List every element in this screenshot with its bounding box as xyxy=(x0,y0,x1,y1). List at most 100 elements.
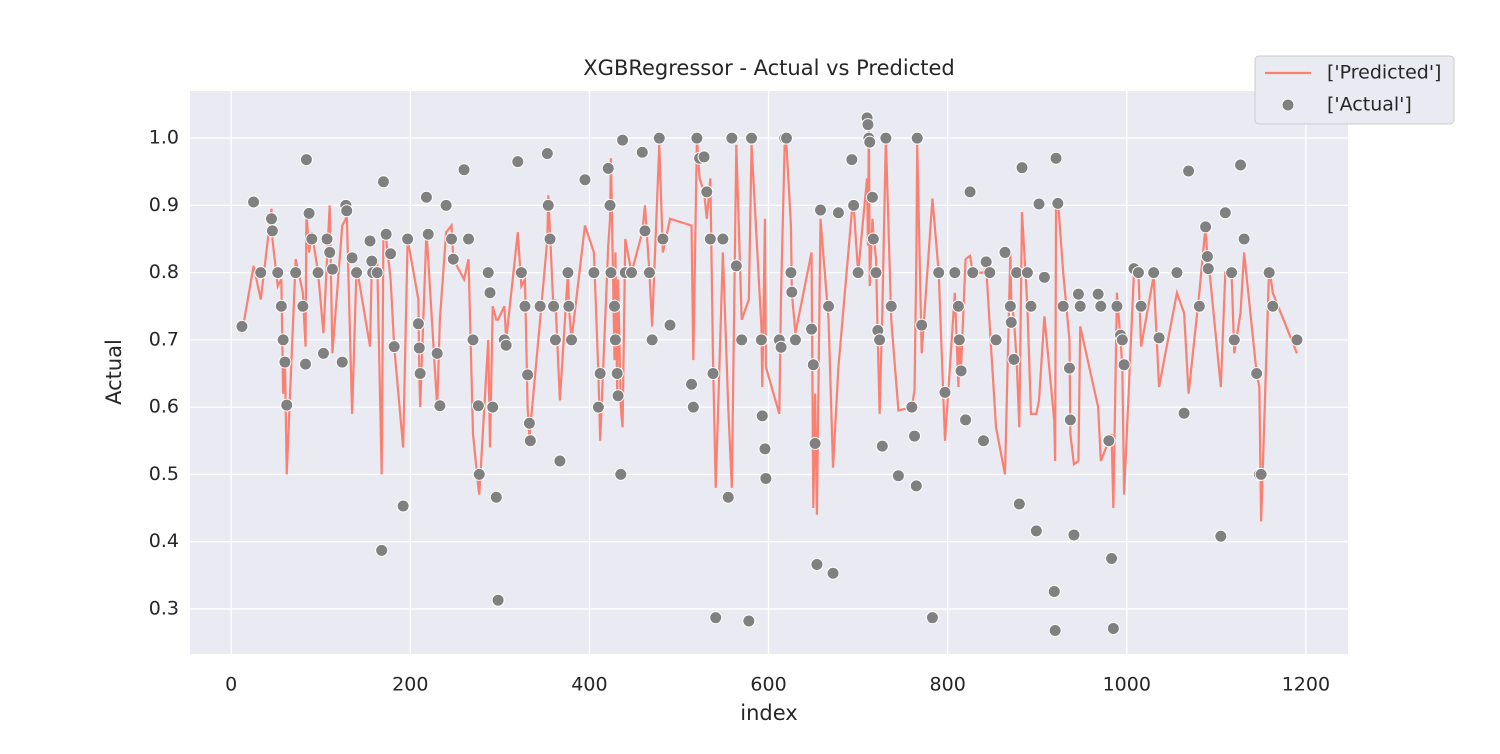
actual-point xyxy=(952,333,966,347)
actual-point xyxy=(264,212,278,226)
actual-point xyxy=(729,259,743,273)
actual-point xyxy=(411,317,425,331)
actual-point xyxy=(1063,413,1077,427)
actual-point xyxy=(932,266,946,280)
actual-point xyxy=(1105,551,1119,565)
actual-point xyxy=(891,469,905,483)
actual-point xyxy=(1134,299,1148,313)
actual-point xyxy=(1266,299,1280,313)
actual-point xyxy=(466,333,480,347)
actual-point xyxy=(305,232,319,246)
actual-point xyxy=(1003,299,1017,313)
actual-point xyxy=(1201,262,1215,276)
actual-point xyxy=(276,333,290,347)
y-tick-label: 0.6 xyxy=(149,396,179,418)
actual-point xyxy=(1007,352,1021,366)
actual-point xyxy=(1020,266,1034,280)
actual-point xyxy=(472,467,486,481)
actual-point xyxy=(721,490,735,504)
actual-point xyxy=(1049,151,1063,165)
actual-point xyxy=(1029,524,1043,538)
actual-point xyxy=(759,471,773,485)
actual-point xyxy=(1056,299,1070,313)
actual-point xyxy=(299,357,313,371)
actual-point xyxy=(963,185,977,199)
actual-point xyxy=(547,299,561,313)
actual-point xyxy=(709,611,723,625)
actual-point xyxy=(642,266,656,280)
actual-point xyxy=(591,400,605,414)
actual-point xyxy=(875,439,889,453)
actual-point xyxy=(706,367,720,381)
actual-point xyxy=(1012,497,1026,511)
actual-point xyxy=(831,206,845,220)
actual-point xyxy=(1170,266,1184,280)
actual-point xyxy=(587,266,601,280)
actual-point xyxy=(299,153,313,167)
x-axis-label: index xyxy=(740,701,797,725)
actual-point xyxy=(1024,299,1038,313)
actual-point xyxy=(430,346,444,360)
actual-point xyxy=(635,145,649,159)
actual-point xyxy=(491,593,505,607)
actual-point xyxy=(1214,529,1228,543)
actual-point xyxy=(274,299,288,313)
actual-point xyxy=(604,266,618,280)
actual-point xyxy=(578,173,592,187)
actual-point xyxy=(413,367,427,381)
actual-point xyxy=(235,319,249,333)
actual-point xyxy=(863,135,877,149)
actual-point xyxy=(742,614,756,628)
legend-swatch xyxy=(1281,98,1295,112)
actual-point xyxy=(866,232,880,246)
actual-point xyxy=(511,155,525,169)
actual-point xyxy=(1200,249,1214,263)
actual-point xyxy=(884,299,898,313)
actual-point xyxy=(561,266,575,280)
actual-point xyxy=(483,286,497,300)
actual-point xyxy=(254,266,268,280)
actual-point xyxy=(959,413,973,427)
actual-point xyxy=(685,377,699,391)
actual-point xyxy=(616,133,630,147)
actual-point xyxy=(445,232,459,246)
actual-point xyxy=(663,318,677,332)
actual-point xyxy=(979,255,993,269)
y-tick-label: 0.3 xyxy=(149,597,179,619)
actual-point xyxy=(611,389,625,403)
actual-point xyxy=(652,131,666,145)
actual-point xyxy=(808,436,822,450)
actual-point xyxy=(925,611,939,625)
actual-point xyxy=(521,368,535,382)
actual-point xyxy=(1010,266,1024,280)
actual-point xyxy=(1147,266,1161,280)
actual-point xyxy=(601,161,615,175)
actual-point xyxy=(910,131,924,145)
actual-point xyxy=(1047,584,1061,598)
actual-point xyxy=(813,203,827,217)
y-tick-label: 0.7 xyxy=(149,328,179,350)
actual-point xyxy=(265,224,279,238)
actual-point xyxy=(514,266,528,280)
actual-point xyxy=(608,299,622,313)
actual-point xyxy=(340,204,354,218)
actual-point xyxy=(610,367,624,381)
actual-point xyxy=(966,266,980,280)
actual-point xyxy=(774,340,788,354)
actual-point xyxy=(1131,266,1145,280)
actual-point xyxy=(486,400,500,414)
actual-point xyxy=(433,399,447,413)
chart-title: XGBRegressor - Actual vs Predicted xyxy=(583,56,954,80)
actual-point xyxy=(1262,266,1276,280)
actual-point xyxy=(845,153,859,167)
actual-point xyxy=(697,150,711,164)
x-tick-label: 1000 xyxy=(1103,674,1151,696)
actual-point xyxy=(419,190,433,204)
actual-point xyxy=(565,333,579,347)
actual-point xyxy=(1115,333,1129,347)
actual-point xyxy=(725,131,739,145)
actual-point xyxy=(861,118,875,132)
actual-point xyxy=(1071,287,1085,301)
actual-point xyxy=(1234,158,1248,172)
actual-point xyxy=(289,266,303,280)
